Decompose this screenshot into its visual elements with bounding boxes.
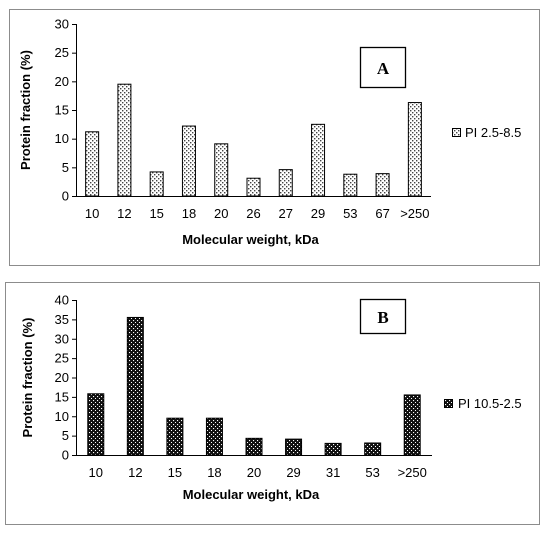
chart-b-panel-label-box (359, 298, 407, 335)
chart-a-y-tick-label: 20 (55, 74, 69, 89)
chart-a-x-tick-label: 10 (85, 206, 99, 221)
chart-b-x-tick-label: 10 (89, 465, 103, 480)
chart-a-y-tick-label: 0 (62, 189, 69, 204)
chart-a-x-tick-label: 29 (311, 206, 325, 221)
chart-a-legend-swatch (452, 128, 461, 137)
chart-b-x-tick-label: 15 (168, 465, 182, 480)
chart-b-y-tick-label: 5 (62, 428, 69, 443)
chart-b-x-tick-label: >250 (398, 465, 427, 480)
chart-panel-b: 0 5 10 15 20 25 30 35 40 10 12 15 18 20 29 31 53 >250 Pr… (0, 267, 550, 533)
chart-a-x-tick-label: 53 (343, 206, 357, 221)
chart-b-y-tick-label: 0 (62, 448, 69, 463)
chart-b-bar (403, 394, 421, 456)
chart-b-y-tick-label: 15 (55, 389, 69, 404)
chart-a-bar (311, 123, 326, 197)
chart-a-y-tick-label: 15 (55, 103, 69, 118)
chart-a-x-tick-label: 20 (214, 206, 228, 221)
chart-a-x-tick-label: 12 (117, 206, 131, 221)
chart-b-y-tick-label: 30 (55, 331, 69, 346)
chart-a-y-tick-label: 5 (62, 160, 69, 175)
chart-b-y-axis-title: Protein fraction (%) (20, 318, 35, 438)
chart-b-legend-swatch (444, 399, 453, 408)
chart-b-bar (285, 438, 303, 456)
chart-a-legend-label: PI 2.5-8.5 (465, 125, 521, 140)
chart-b-svg: 0 5 10 15 20 25 30 35 40 10 12 15 18 20 29 31 53 >250 Pr… (5, 282, 540, 525)
chart-a-bar (149, 171, 164, 197)
chart-a-bar (181, 125, 196, 197)
chart-a-bar (278, 169, 293, 197)
chart-b-x-tick-label: 29 (286, 465, 300, 480)
chart-b-legend-label: PI 10.5-2.5 (458, 396, 522, 411)
chart-b-bar (324, 442, 342, 456)
chart-a-svg: 0 5 10 15 20 25 30 10 12 15 18 20 26 27 29 53 67 >250 Pr… (9, 9, 540, 266)
chart-b-bar (126, 316, 144, 456)
chart-panel-a: 0 5 10 15 20 25 30 10 12 15 18 20 26 27 29 53 67 >250 Pr… (0, 0, 550, 266)
chart-a-y-tick-label: 25 (55, 45, 69, 60)
chart-a-y-tick-label: 30 (55, 17, 69, 32)
chart-b-bar (87, 393, 105, 456)
chart-b-y-tick-label: 20 (55, 370, 69, 385)
chart-a-x-tick-label: 27 (279, 206, 293, 221)
chart-b-x-axis-title: Molecular weight, kDa (183, 487, 320, 502)
chart-a-bar (246, 177, 261, 197)
chart-a-bar (407, 102, 422, 197)
chart-a-x-tick-label: >250 (400, 206, 429, 221)
chart-b-x-tick-label: 53 (365, 465, 379, 480)
chart-a-bar (375, 173, 390, 197)
chart-a-y-axis-title: Protein fraction (%) (18, 50, 33, 170)
chart-b-y-tick-label: 10 (55, 409, 69, 424)
chart-b-x-tick-label: 20 (247, 465, 261, 480)
chart-b-y-tick-label: 25 (55, 351, 69, 366)
chart-a-panel-label: A (377, 59, 390, 78)
chart-b-bar (245, 437, 263, 456)
chart-b-y-tick-label: 40 (55, 293, 69, 308)
chart-a-x-tick-label: 26 (246, 206, 260, 221)
chart-b-y-tick-label: 35 (55, 312, 69, 327)
chart-a-x-tick-label: 67 (375, 206, 389, 221)
chart-b-bar (364, 442, 382, 456)
chart-a-bar (343, 173, 358, 197)
chart-b-bar (166, 417, 184, 456)
chart-a-bar (214, 143, 229, 197)
chart-b-x-tick-label: 31 (326, 465, 340, 480)
chart-a-bar (117, 83, 132, 197)
chart-a-bar (85, 131, 100, 197)
chart-a-panel-label-box (359, 46, 407, 89)
chart-a-x-axis-title: Molecular weight, kDa (182, 232, 319, 247)
chart-a-y-tick-label: 10 (55, 131, 69, 146)
chart-b-x-tick-label: 12 (128, 465, 142, 480)
chart-b-panel-label: B (377, 308, 388, 327)
chart-a-x-tick-label: 18 (182, 206, 196, 221)
chart-a-x-tick-label: 15 (149, 206, 163, 221)
chart-b-x-tick-label: 18 (207, 465, 221, 480)
chart-b-bar (205, 417, 223, 456)
